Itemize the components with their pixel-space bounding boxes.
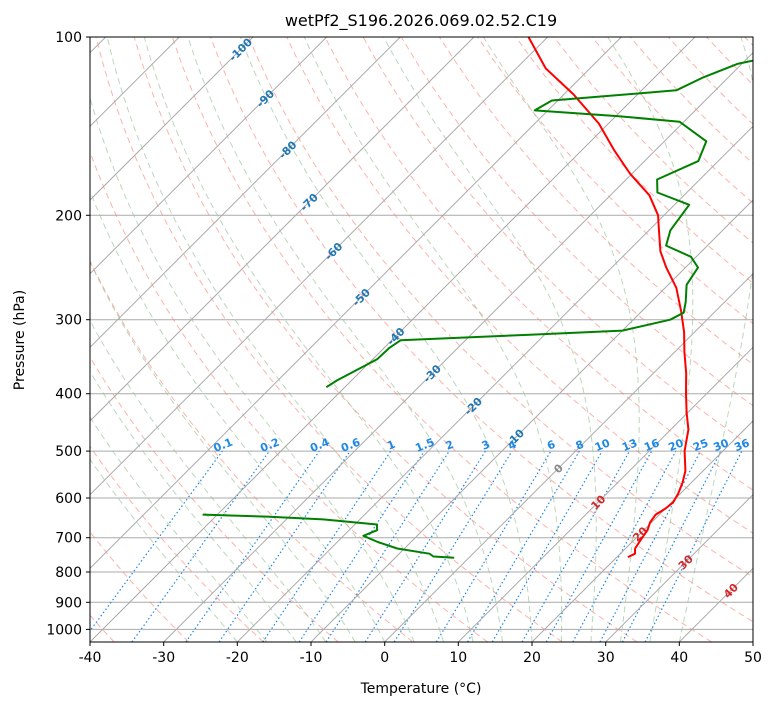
- isotherm-line: [90, 37, 549, 496]
- isotherm-line: [310, 199, 753, 642]
- dewpoint-profile-line: [202, 513, 455, 559]
- moist-adiabat: [90, 416, 268, 642]
- y-tick-label-800: 800: [55, 565, 82, 581]
- dry-adiabat: [515, 37, 753, 284]
- mixing-ratio-label: 20: [666, 436, 685, 454]
- mixing-ratio-line-0.6: [218, 450, 351, 642]
- dry-adiabat: [90, 356, 339, 642]
- x-tick-label-10: 10: [449, 650, 467, 666]
- mixing-ratio-line-6: [435, 450, 552, 642]
- moist-adiabat: [482, 37, 640, 642]
- moist-adiabat: [239, 37, 533, 642]
- mixing-ratio-label: 2: [444, 438, 456, 453]
- dry-adiabat: [90, 445, 264, 642]
- dry-adiabat: [133, 37, 638, 642]
- y-tick-label-100: 100: [55, 30, 82, 46]
- dry-adiabat: [171, 37, 712, 642]
- x-axis-ticks: -40 -30 -20 -10 0 10 20 30 40 50: [79, 642, 762, 666]
- mixing-ratio-label: 10: [593, 436, 612, 454]
- moist-adiabat: [90, 260, 356, 642]
- moist-adiabat: [90, 458, 238, 642]
- mixing-ratio-line-13: [521, 450, 631, 642]
- moist-adiabats: [90, 37, 753, 642]
- x-tick-label-50: 50: [744, 650, 762, 666]
- moist-adiabat: [90, 370, 297, 642]
- isotherm-line: [90, 37, 475, 422]
- y-axis-ticks: 100 200 300 400 500 600 700 800 900 1000: [46, 30, 90, 638]
- pressure-gridlines: [90, 37, 753, 630]
- moist-adiabat: [383, 37, 597, 642]
- x-tick-label--10: -10: [300, 650, 323, 666]
- x-axis-label: Temperature (°C): [360, 681, 482, 697]
- isotherm-line: [163, 51, 753, 642]
- mixing-ratio-line-10: [491, 450, 603, 642]
- dry-adiabat: [90, 259, 414, 642]
- y-tick-label-200: 200: [55, 208, 82, 224]
- moist-adiabat: [106, 37, 445, 642]
- mixing-ratio-line-8: [466, 450, 580, 642]
- dewpoint-profile-line: [325, 59, 753, 389]
- dry-adiabats: [90, 37, 753, 642]
- dry-adiabat: [210, 37, 753, 623]
- isotherm-line: [90, 37, 401, 349]
- x-tick-label--40: -40: [79, 650, 102, 666]
- sounding-series: [202, 37, 753, 559]
- mixing-ratio-line-3: [364, 450, 486, 642]
- chart-title: wetPf2_S196.2026.069.02.52.C19: [285, 11, 557, 31]
- mixing-ratio-label: 16: [642, 436, 661, 454]
- dry-adiabat: [286, 37, 753, 534]
- moist-adiabat: [90, 189, 386, 642]
- moist-adiabat: [187, 37, 503, 642]
- x-tick-label--30: -30: [152, 650, 175, 666]
- mixing-ratio-line-0.4: [185, 450, 320, 642]
- x-tick-label-20: 20: [523, 650, 541, 666]
- dry-adiabat: [248, 37, 753, 578]
- x-tick-label-40: 40: [670, 650, 688, 666]
- y-tick-label-400: 400: [55, 387, 82, 403]
- y-axis-label: Pressure (hPa): [12, 290, 28, 390]
- moist-adiabat: [303, 37, 563, 642]
- isotherm-line: [384, 272, 753, 642]
- x-tick-label--20: -20: [226, 650, 249, 666]
- mixing-ratio-label: 3: [480, 438, 492, 453]
- moist-adiabat: [607, 37, 694, 642]
- y-tick-label-1000: 1000: [46, 622, 82, 638]
- temperature-profile-line: [527, 37, 690, 559]
- dry-adiabat: [95, 37, 563, 642]
- mixing-ratio-label: 36: [732, 436, 751, 454]
- mixing-ratio-line-2: [325, 450, 450, 642]
- isotherm-line: [605, 493, 753, 642]
- mixing-ratio-line-20: [572, 450, 677, 642]
- x-tick-label-0: 0: [380, 650, 389, 666]
- x-tick-label-30: 30: [597, 650, 615, 666]
- mixing-ratio-label: 8: [574, 438, 586, 453]
- y-tick-label-300: 300: [55, 313, 82, 329]
- isotherm-line: [457, 346, 753, 642]
- isotherms: [90, 37, 753, 642]
- y-tick-label-900: 900: [55, 595, 82, 611]
- mixing-ratio-line-4: [393, 450, 513, 642]
- y-tick-label-600: 600: [55, 491, 82, 507]
- moist-adiabat: [90, 319, 327, 642]
- mixing-ratio-label: 1: [385, 438, 397, 453]
- isotherm-line: [90, 37, 254, 201]
- isotherm-line: [90, 37, 696, 642]
- isotherm-line: [531, 420, 753, 642]
- moist-adiabat: [678, 37, 753, 642]
- plot-frame: [89, 36, 754, 643]
- mixing-ratio-label: 25: [691, 436, 710, 454]
- mixing-ratio-label: 13: [620, 436, 639, 454]
- dry-adiabat: [324, 37, 753, 491]
- isotherm-line: [90, 37, 622, 570]
- plot-area: -100-90-80-70-60-50-40-30-20-10010203040…: [90, 37, 753, 642]
- isotherm-line: [90, 37, 328, 275]
- y-tick-label-500: 500: [55, 444, 82, 460]
- isotherm-line: [236, 125, 753, 642]
- y-tick-label-700: 700: [55, 531, 82, 547]
- mixing-ratio-label: 30: [712, 436, 731, 454]
- mixing-ratio-lines: [90, 450, 743, 642]
